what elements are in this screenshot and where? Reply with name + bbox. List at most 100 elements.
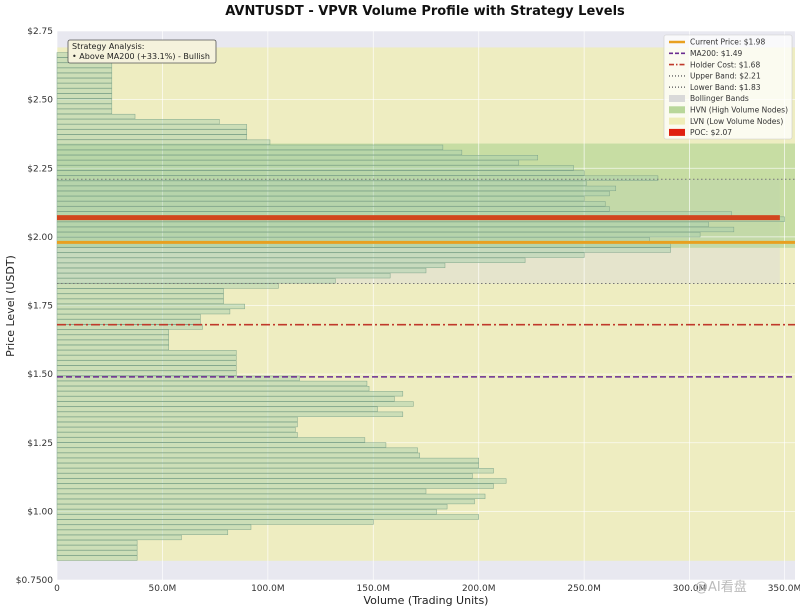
volume-bar — [56, 478, 507, 484]
volume-bar — [56, 93, 113, 99]
volume-bar — [56, 62, 113, 68]
legend-swatch — [669, 106, 685, 114]
volume-bar — [56, 124, 248, 130]
volume-bar — [56, 452, 420, 458]
y-axis-ticks: $0.7500 $1.00 $1.25 $1.50 $1.75 $2.00 $2.25 $2.… — [16, 27, 53, 586]
volume-bar — [56, 221, 709, 227]
level-lines — [57, 178, 795, 378]
legend-label: Holder Cost: $1.68 — [690, 60, 760, 69]
x-tick-label: 50.0M — [149, 584, 177, 594]
legend-label: LVN (Low Volume Nodes) — [690, 117, 783, 126]
volume-bar — [56, 365, 237, 371]
legend: Current Price: $1.98 MA200: $1.49 Holder C… — [663, 34, 793, 140]
volume-bar — [56, 498, 475, 505]
y-tick-label: $1.75 — [27, 302, 53, 312]
volume-bar — [56, 267, 427, 274]
poc-bar — [57, 215, 780, 221]
volume-bar — [56, 149, 463, 156]
volume-bar — [56, 339, 169, 346]
volume-bar — [56, 180, 587, 186]
volume-bar — [56, 201, 606, 207]
volume-bar — [56, 514, 479, 520]
x-axis-label: Volume (Trading Units) — [364, 594, 489, 607]
y-tick-label: $2.00 — [27, 233, 53, 243]
volume-bar — [56, 83, 113, 89]
x-tick-label: 350.0M — [768, 584, 800, 594]
volume-bar — [56, 488, 427, 494]
volume-bar — [56, 539, 138, 546]
y-tick-label: $2.50 — [27, 96, 53, 106]
volume-bar — [56, 344, 169, 351]
x-tick-label: 250.0M — [567, 584, 601, 594]
volume-bar — [56, 555, 138, 561]
volume-bar — [56, 283, 279, 289]
volume-bar — [56, 334, 169, 340]
volume-bar — [56, 78, 113, 84]
volume-bar — [56, 437, 366, 443]
volume-bar — [56, 483, 494, 489]
volume-bar — [56, 190, 610, 197]
y-tick-label: $1.25 — [27, 439, 53, 449]
volume-bar — [56, 432, 298, 438]
volume-bar — [56, 519, 374, 525]
volume-bar — [56, 457, 479, 464]
legend-label: MA200: $1.49 — [690, 49, 743, 58]
volume-bars — [56, 52, 785, 561]
volume-bar — [56, 416, 298, 423]
volume-bar — [56, 273, 391, 279]
volume-bar — [56, 103, 113, 109]
volume-bar — [56, 196, 585, 202]
volume-bar — [56, 139, 271, 145]
x-axis-ticks: 0 50.0M 100.0M 150.0M 200.0M 250.0M 300.0M 350.… — [54, 584, 800, 594]
volume-bar — [56, 252, 585, 258]
volume-bar — [56, 391, 404, 397]
volume-bar — [56, 509, 437, 515]
volume-bar — [56, 170, 585, 176]
x-tick-label: 100.0M — [251, 584, 285, 594]
volume-bar — [56, 88, 113, 94]
volume-bar — [56, 288, 224, 294]
volume-bar — [56, 473, 473, 479]
volume-bar — [56, 155, 538, 161]
volume-bar — [56, 206, 610, 212]
annotation-title: Strategy Analysis: — [72, 42, 144, 51]
volume-bar — [56, 232, 701, 238]
volume-bar — [56, 360, 237, 366]
y-tick-label: $0.7500 — [16, 576, 53, 586]
volume-bar — [56, 396, 395, 402]
legend-swatch — [669, 128, 685, 136]
x-tick-label: 200.0M — [462, 584, 496, 594]
volume-bar — [56, 226, 735, 233]
legend-label: Current Price: $1.98 — [690, 38, 765, 47]
volume-bar — [56, 380, 368, 387]
volume-bar — [56, 550, 138, 556]
x-tick-label: 300.0M — [673, 584, 707, 594]
volume-bar — [56, 427, 296, 433]
volume-bar — [56, 442, 387, 448]
volume-bar — [56, 165, 574, 171]
volume-bar — [56, 370, 237, 376]
volume-bar — [56, 401, 414, 407]
volume-bar — [56, 134, 248, 140]
volume-bar — [56, 175, 659, 181]
volume-bar — [56, 504, 448, 510]
volume-bar — [56, 406, 378, 412]
volume-bar — [56, 98, 113, 104]
legend-label: HVN (High Volume Nodes) — [690, 106, 788, 115]
y-tick-label: $2.25 — [27, 164, 53, 174]
volume-bar — [56, 529, 229, 535]
volume-bar — [56, 350, 237, 356]
volume-bar — [56, 534, 182, 541]
legend-box — [663, 34, 793, 140]
y-tick-label: $2.75 — [27, 27, 53, 37]
volume-bar — [56, 447, 418, 453]
strategy-annotation: Strategy Analysis: • Above MA200 (+33.1%… — [67, 39, 217, 64]
volume-bar — [56, 298, 224, 304]
legend-label: POC: $2.07 — [690, 128, 732, 137]
x-tick-label: 0 — [54, 584, 60, 594]
volume-bar — [56, 411, 404, 417]
volume-bar — [56, 524, 252, 530]
volume-bar — [56, 293, 224, 299]
volume-bar — [56, 314, 201, 320]
